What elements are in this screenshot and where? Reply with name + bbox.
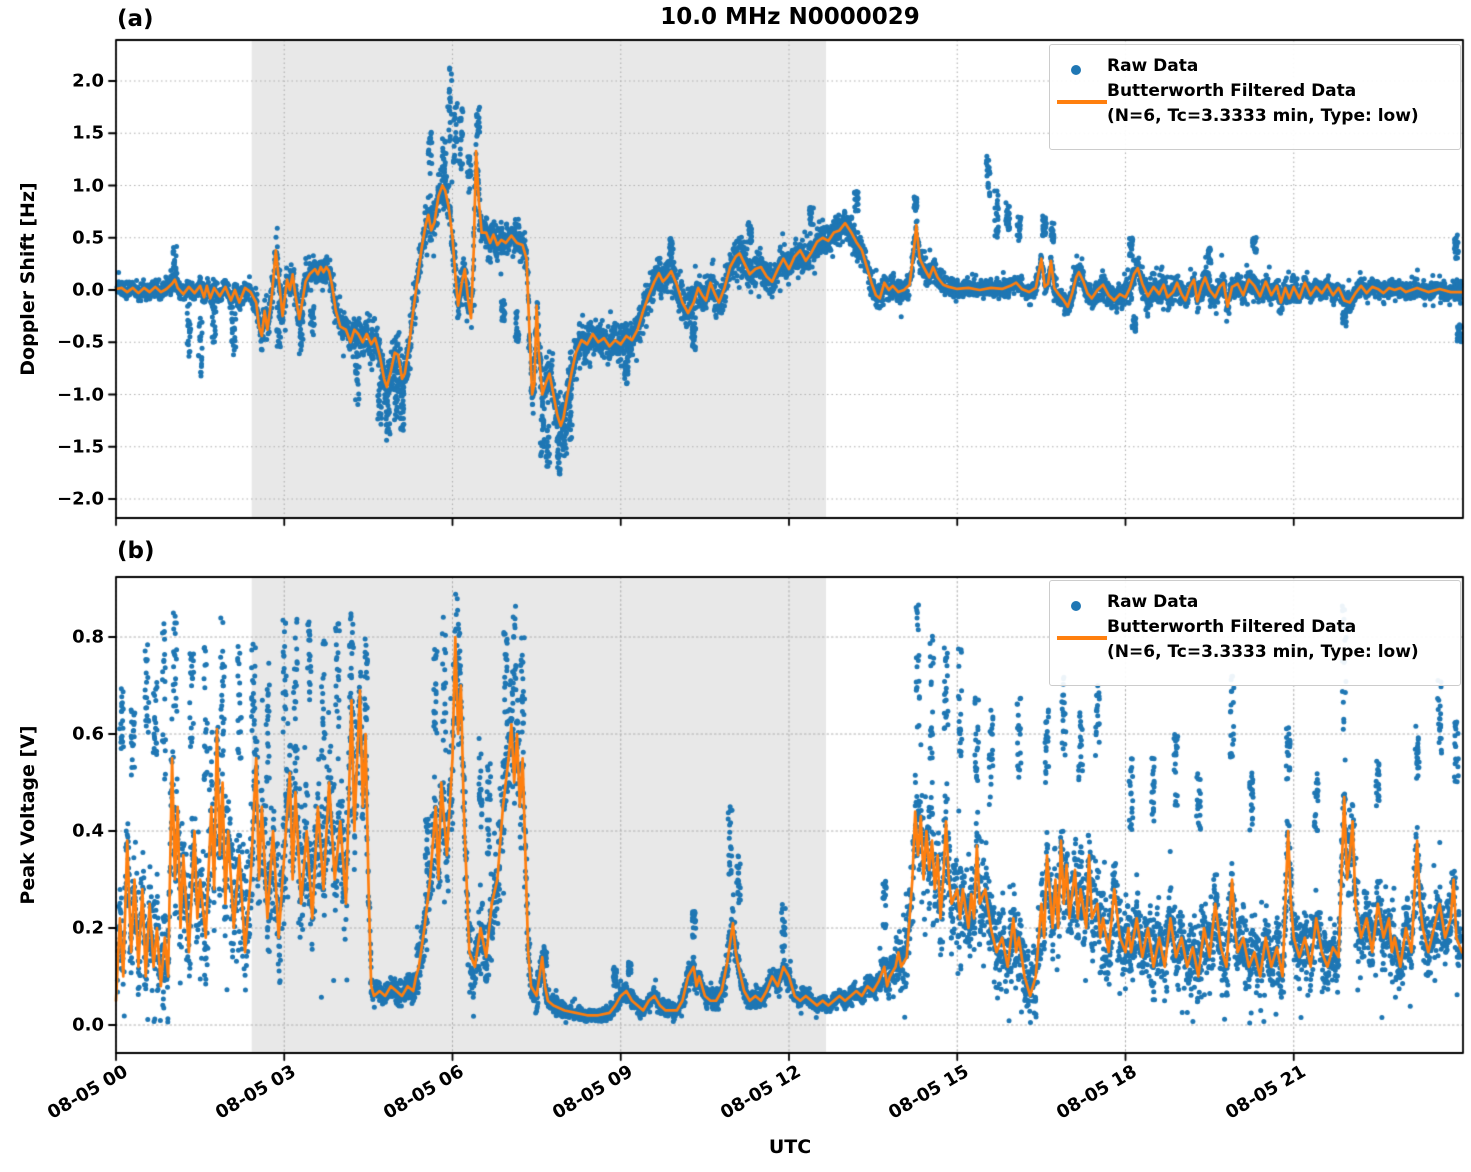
raw-data-marker-icon — [1071, 65, 1081, 75]
panel-b-ylabel: Peak Voltage [V] — [17, 725, 39, 905]
legend-raw-label: Raw Data — [1107, 592, 1199, 612]
y-tick-label: 1.5 — [72, 122, 104, 144]
y-tick-label: −2.0 — [57, 488, 104, 510]
y-tick-label: 0.0 — [72, 279, 104, 301]
y-tick-label: 0.8 — [72, 626, 104, 648]
y-tick-label: −1.5 — [57, 436, 104, 458]
legend-filtered-label-line2: (N=6, Tc=3.3333 min, Type: low) — [1107, 106, 1419, 126]
y-tick-label: 0.4 — [72, 820, 104, 842]
y-tick-label: 0.0 — [72, 1014, 104, 1036]
panel-a-tag: (a) — [117, 6, 154, 32]
y-tick-label: −1.0 — [57, 384, 104, 405]
y-tick-label: 0.5 — [72, 227, 104, 249]
y-tick-label: 0.6 — [72, 723, 104, 745]
filtered-line-swatch-icon — [1057, 636, 1107, 640]
panel-b-tag: (b) — [117, 538, 155, 564]
y-tick-label: 2.0 — [72, 70, 104, 92]
legend-panel-b: Raw Data Butterworth Filtered Data (N=6,… — [1049, 580, 1461, 686]
y-tick-label: −0.5 — [57, 331, 104, 353]
y-tick-label: 1.0 — [72, 175, 104, 196]
legend-filtered-label-line1: Butterworth Filtered Data — [1107, 81, 1357, 101]
raw-data-marker-icon — [1071, 601, 1081, 611]
legend-raw-label: Raw Data — [1107, 56, 1199, 76]
legend-panel-a: Raw Data Butterworth Filtered Data (N=6,… — [1049, 44, 1461, 150]
legend-filtered-label-line2: (N=6, Tc=3.3333 min, Type: low) — [1107, 642, 1419, 662]
y-tick-label: 0.2 — [72, 917, 104, 939]
panel-a-ylabel: Doppler Shift [Hz] — [17, 182, 39, 376]
figure-title: 10.0 MHz N0000029 — [660, 4, 920, 30]
x-axis-label: UTC — [768, 1136, 812, 1158]
filtered-line-swatch-icon — [1057, 100, 1107, 104]
legend-filtered-label-line1: Butterworth Filtered Data — [1107, 617, 1357, 637]
